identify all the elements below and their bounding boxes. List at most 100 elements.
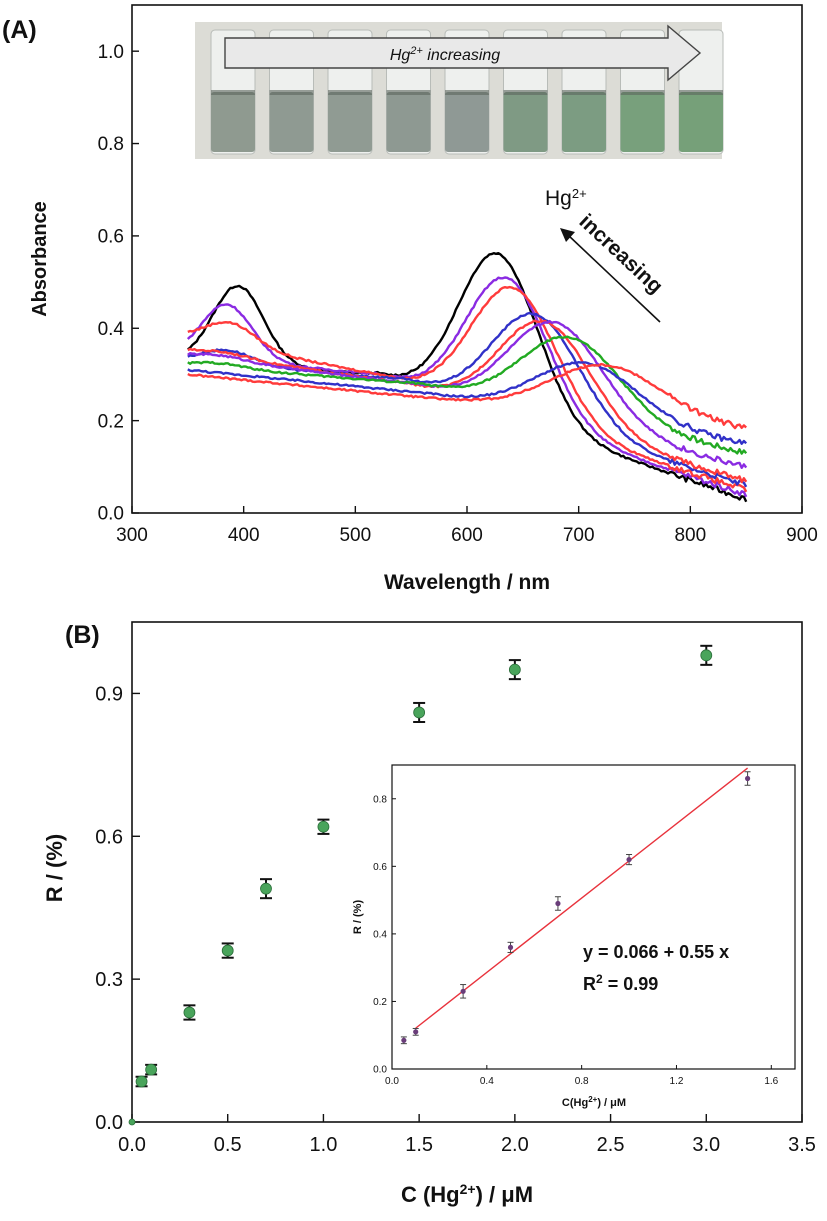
spectrum-line-7 (187, 335, 748, 455)
annotation-ion: Hg2+ (545, 186, 587, 211)
x-tick-label: 400 (228, 525, 260, 546)
annotation-arrow-head-icon (560, 228, 575, 242)
x-tick-label: 500 (339, 525, 371, 546)
x-tick-label: 1.5 (405, 1134, 433, 1156)
plot-a-ylabel: Absorbance (29, 201, 51, 317)
marker (128, 1118, 136, 1126)
inset-marker (555, 900, 561, 907)
y-tick-label: 0.0 (373, 1065, 387, 1076)
x-tick-label: 0.8 (575, 1076, 589, 1087)
inset-marker (626, 856, 632, 863)
x-tick-label: 2.5 (597, 1134, 625, 1156)
inset-ticks: 0.0 0.4 0.8 1.2 1.6 0.0 0.2 0.4 0.6 0.8 (373, 794, 779, 1087)
x-tick-label: 3.5 (788, 1134, 816, 1156)
data-point (508, 659, 521, 681)
inset-data-point (626, 854, 633, 866)
vial-meniscus (445, 90, 489, 95)
vial-photo-inset: Hg2+ increasing (195, 22, 724, 159)
inset-data-point (554, 896, 561, 911)
x-tick-label: 0.0 (385, 1076, 399, 1087)
panel-b-label: (B) (65, 621, 100, 649)
y-tick-label: 0.0 (98, 504, 124, 525)
y-tick-label: 0.6 (98, 227, 124, 248)
x-tick-label: 600 (451, 525, 483, 546)
y-tick-label: 0.0 (95, 1112, 123, 1134)
y-tick-label: 0.6 (95, 826, 123, 848)
vial-meniscus (328, 90, 372, 95)
vial-meniscus (620, 90, 665, 95)
vial-liquid (269, 92, 314, 152)
vial-liquid (445, 92, 489, 152)
y-tick-label: 1.0 (98, 42, 124, 63)
marker (221, 944, 234, 957)
inset-marker (507, 944, 514, 951)
marker (700, 649, 713, 662)
inset-frame (391, 764, 796, 1070)
vial-meniscus (503, 90, 548, 95)
plot-b-ticks: 0.0 0.5 1.0 1.5 2.0 2.5 3.0 3.5 0.0 0.3 0.6 0.9 (95, 683, 816, 1156)
inset-ylabel: R / (%) (352, 900, 364, 935)
spectrum-line-1 (187, 252, 748, 503)
plot-b-points (128, 644, 713, 1126)
x-tick-label: 2.0 (501, 1134, 529, 1156)
x-tick-label: 0.0 (118, 1134, 146, 1156)
plot-b-frame (131, 621, 803, 1123)
marker (413, 706, 426, 719)
data-point (700, 644, 713, 666)
linear-fit-inset: 0.0 0.4 0.8 1.2 1.6 0.0 0.2 0.4 0.6 0.8 R / (%) C… (352, 764, 796, 1110)
x-tick-label: 800 (674, 525, 706, 546)
data-point (128, 1118, 136, 1126)
data-point (183, 1004, 196, 1021)
vial-meniscus (386, 90, 431, 95)
x-tick-label: 900 (786, 525, 818, 546)
y-tick-label: 0.2 (373, 997, 387, 1008)
photo-arrow-label: Hg2+ increasing (390, 45, 500, 64)
x-tick-label: 0.5 (214, 1134, 242, 1156)
inset-data-point (400, 1036, 407, 1045)
vial-meniscus (211, 90, 255, 95)
marker (135, 1075, 148, 1088)
vial-meniscus (679, 90, 723, 95)
inset-data-point (744, 771, 751, 786)
data-point (260, 878, 272, 900)
y-tick-label: 0.3 (95, 969, 123, 991)
annotation-arrow-line (567, 234, 661, 323)
plot-b-xlabel: C (Hg2+) / μM (401, 1181, 533, 1207)
plot-a-spectra (186, 252, 748, 503)
plot-b-ylabel: R / (%) (42, 834, 67, 902)
marker (317, 820, 330, 833)
x-tick-label: 1.2 (670, 1076, 684, 1087)
vial-liquid (328, 92, 372, 152)
marker (508, 663, 521, 676)
inset-marker (744, 775, 751, 782)
vial-liquid (503, 92, 548, 152)
spectrum-line-2 (186, 276, 748, 498)
inset-marker (401, 1037, 407, 1043)
inset-xlabel: C(Hg2+) / μM (562, 1095, 626, 1110)
data-point (135, 1075, 148, 1088)
inset-data-point (507, 941, 514, 953)
plot-b: 0.0 0.5 1.0 1.5 2.0 2.5 3.0 3.5 0.0 0.3 0.6 0.9 R /… (42, 621, 816, 1207)
panel-a-label: (A) (2, 16, 37, 44)
regression-equation: y = 0.066 + 0.55 x (583, 942, 729, 962)
spectrum-line-6 (187, 319, 748, 469)
y-tick-label: 0.8 (98, 134, 124, 155)
x-tick-label: 0.4 (480, 1076, 494, 1087)
vial-liquid (211, 92, 255, 152)
vial-liquid (386, 92, 431, 152)
marker (260, 882, 272, 895)
x-tick-label: 1.6 (764, 1076, 778, 1087)
inset-marker (460, 988, 466, 994)
spectrum-line-5 (187, 319, 748, 484)
spectrum-line-9 (187, 362, 748, 430)
vial-liquid (562, 92, 606, 152)
vial-meniscus (269, 90, 314, 95)
x-tick-label: 1.0 (310, 1134, 338, 1156)
marker (183, 1006, 196, 1019)
regression-r2: R2 = 0.99 (583, 972, 658, 994)
y-tick-label: 0.6 (373, 862, 387, 873)
fit-line (415, 767, 749, 1029)
inset-points (400, 771, 751, 1045)
x-tick-label: 300 (116, 525, 148, 546)
